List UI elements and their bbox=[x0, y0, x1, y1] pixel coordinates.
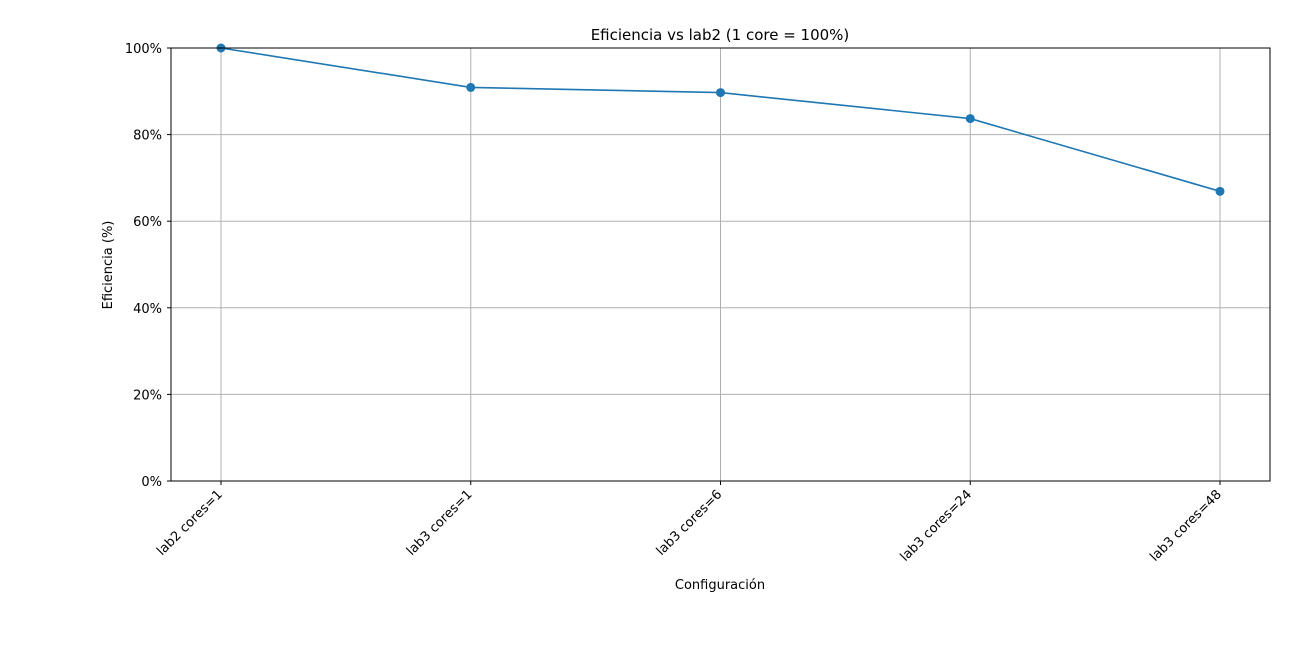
y-tick-label: 100% bbox=[125, 42, 162, 57]
x-axis-label: Configuración bbox=[675, 578, 765, 593]
y-tick-label: 20% bbox=[133, 388, 162, 403]
data-point bbox=[466, 82, 476, 92]
data-point bbox=[965, 114, 975, 124]
x-tick-label: lab3 cores=48 bbox=[1147, 487, 1225, 565]
grid-lines bbox=[171, 47, 1270, 482]
y-tick-label: 80% bbox=[133, 129, 162, 144]
y-axis-ticks: 0% 20% 40% 60% 80% 100% bbox=[125, 42, 171, 490]
data-point bbox=[716, 88, 725, 98]
x-tick-label: lab2 cores=1 bbox=[154, 487, 226, 559]
y-tick-label: 0% bbox=[141, 475, 162, 490]
x-axis-ticks: lab2 cores=1 lab3 cores=1 lab3 cores=6 lab3… bbox=[154, 481, 1225, 565]
x-tick-label: lab3 cores=1 bbox=[404, 487, 476, 559]
series-group bbox=[216, 43, 1225, 196]
y-tick-label: 40% bbox=[133, 302, 162, 317]
data-point bbox=[1215, 186, 1225, 196]
y-tick-label: 60% bbox=[133, 215, 162, 230]
x-tick-label: lab3 cores=6 bbox=[654, 487, 726, 559]
x-tick-label: lab3 cores=24 bbox=[898, 487, 976, 565]
chart-title: Eficiencia vs lab2 (1 core = 100%) bbox=[591, 26, 850, 44]
y-axis-label: Eficiencia (%) bbox=[101, 221, 116, 310]
